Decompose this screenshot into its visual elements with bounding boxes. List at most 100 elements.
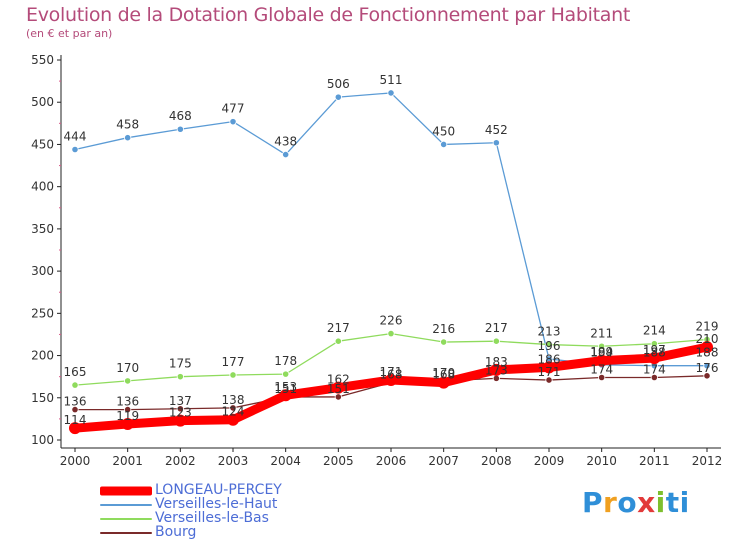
- legend-swatch: [100, 504, 152, 506]
- data-label: 217: [327, 321, 350, 335]
- proxiti-logo: Proxiti: [582, 486, 690, 519]
- data-label: 468: [169, 109, 192, 123]
- y-tick-label: 100: [31, 433, 54, 447]
- y-tick-label: 200: [31, 349, 54, 363]
- y-tick-label: 550: [31, 53, 54, 67]
- data-point: [71, 405, 79, 414]
- data-label: 165: [64, 365, 87, 379]
- data-label: 137: [169, 394, 192, 408]
- data-point: [332, 381, 345, 394]
- data-label: 136: [116, 395, 139, 409]
- data-point: [387, 89, 395, 97]
- data-point: [229, 118, 237, 126]
- data-point: [334, 393, 342, 401]
- x-tick-label: 2000: [60, 454, 91, 468]
- x-tick-label: 2008: [481, 454, 512, 468]
- data-label: 151: [274, 382, 297, 396]
- data-point: [229, 404, 237, 412]
- data-label: 477: [222, 102, 245, 116]
- y-tick-label: 300: [31, 264, 54, 278]
- data-label: 174: [643, 363, 666, 377]
- data-label: 511: [380, 73, 403, 87]
- y-tick-label: 150: [31, 391, 54, 405]
- data-label: 176: [696, 361, 719, 375]
- data-label: 170: [116, 361, 139, 375]
- logo-part: i: [655, 486, 666, 519]
- data-label: 168: [432, 368, 455, 382]
- data-label: 162: [327, 373, 350, 387]
- data-point: [334, 93, 342, 101]
- data-point: [437, 376, 450, 389]
- data-label: 196: [538, 339, 561, 353]
- x-tick-label: 2003: [218, 454, 249, 468]
- x-tick-label: 2010: [586, 454, 617, 468]
- x-tick-label: 2004: [270, 454, 301, 468]
- x-tick-label: 2007: [428, 454, 459, 468]
- data-label: 444: [64, 130, 87, 144]
- data-label: 226: [380, 314, 403, 328]
- legend-swatch: [100, 518, 152, 520]
- data-point: [176, 405, 184, 413]
- data-label: 171: [538, 365, 561, 379]
- data-point: [492, 139, 500, 147]
- data-label: 438: [274, 135, 297, 149]
- data-point: [703, 372, 711, 380]
- data-label: 506: [327, 77, 350, 91]
- data-label: 211: [590, 326, 613, 340]
- data-label: 194: [590, 346, 613, 360]
- data-point: [598, 342, 606, 350]
- data-point: [69, 422, 81, 435]
- data-point: [595, 354, 608, 367]
- data-point: [71, 381, 79, 389]
- chart-title: Evolution de la Dotation Globale de Fonc…: [26, 4, 631, 26]
- x-tick-label: 2002: [165, 454, 196, 468]
- legend-label: LONGEAU-PERCEY: [155, 482, 282, 498]
- data-label: 197: [643, 343, 666, 357]
- data-label: 216: [432, 322, 455, 336]
- data-label: 124: [222, 405, 245, 419]
- data-label: 177: [222, 355, 245, 369]
- data-label: 183: [485, 355, 508, 369]
- data-point: [176, 373, 184, 381]
- data-label: 186: [538, 352, 561, 366]
- data-point: [121, 417, 134, 430]
- data-point: [227, 413, 239, 426]
- logo-part: o: [617, 486, 638, 519]
- data-label: 174: [590, 363, 613, 377]
- data-point: [124, 405, 132, 414]
- x-tick-label: 2011: [639, 454, 670, 468]
- data-point: [598, 373, 606, 382]
- data-label: 217: [485, 321, 508, 335]
- data-point: [490, 363, 503, 376]
- logo-part: x: [637, 486, 656, 519]
- legend-label: Verseilles-le-Bas: [155, 510, 269, 526]
- x-tick-label: 2009: [534, 454, 565, 468]
- data-point: [701, 341, 713, 354]
- x-tick-label: 2012: [692, 454, 723, 468]
- data-point: [385, 374, 397, 387]
- logo-part: ti: [665, 486, 690, 519]
- data-label: 151: [327, 382, 350, 396]
- data-point: [282, 150, 290, 159]
- data-point: [124, 377, 132, 385]
- data-point: [229, 371, 237, 379]
- x-tick-label: 2006: [376, 454, 407, 468]
- data-point: [648, 352, 661, 365]
- data-label: 136: [64, 395, 87, 409]
- data-label: 214: [643, 324, 666, 338]
- data-point: [440, 338, 448, 346]
- legend-swatch: [100, 532, 152, 534]
- legend-label: Verseilles-le-Haut: [155, 496, 278, 512]
- data-label: 450: [432, 124, 455, 138]
- y-tick-label: 250: [31, 306, 54, 320]
- data-point: [650, 340, 658, 348]
- y-tick-label: 400: [31, 180, 54, 194]
- data-label: 213: [538, 325, 561, 339]
- data-point: [543, 361, 555, 374]
- data-point: [545, 376, 553, 384]
- data-point: [282, 370, 290, 378]
- data-point: [440, 140, 448, 149]
- data-point: [124, 134, 132, 142]
- data-label: 168: [380, 368, 403, 382]
